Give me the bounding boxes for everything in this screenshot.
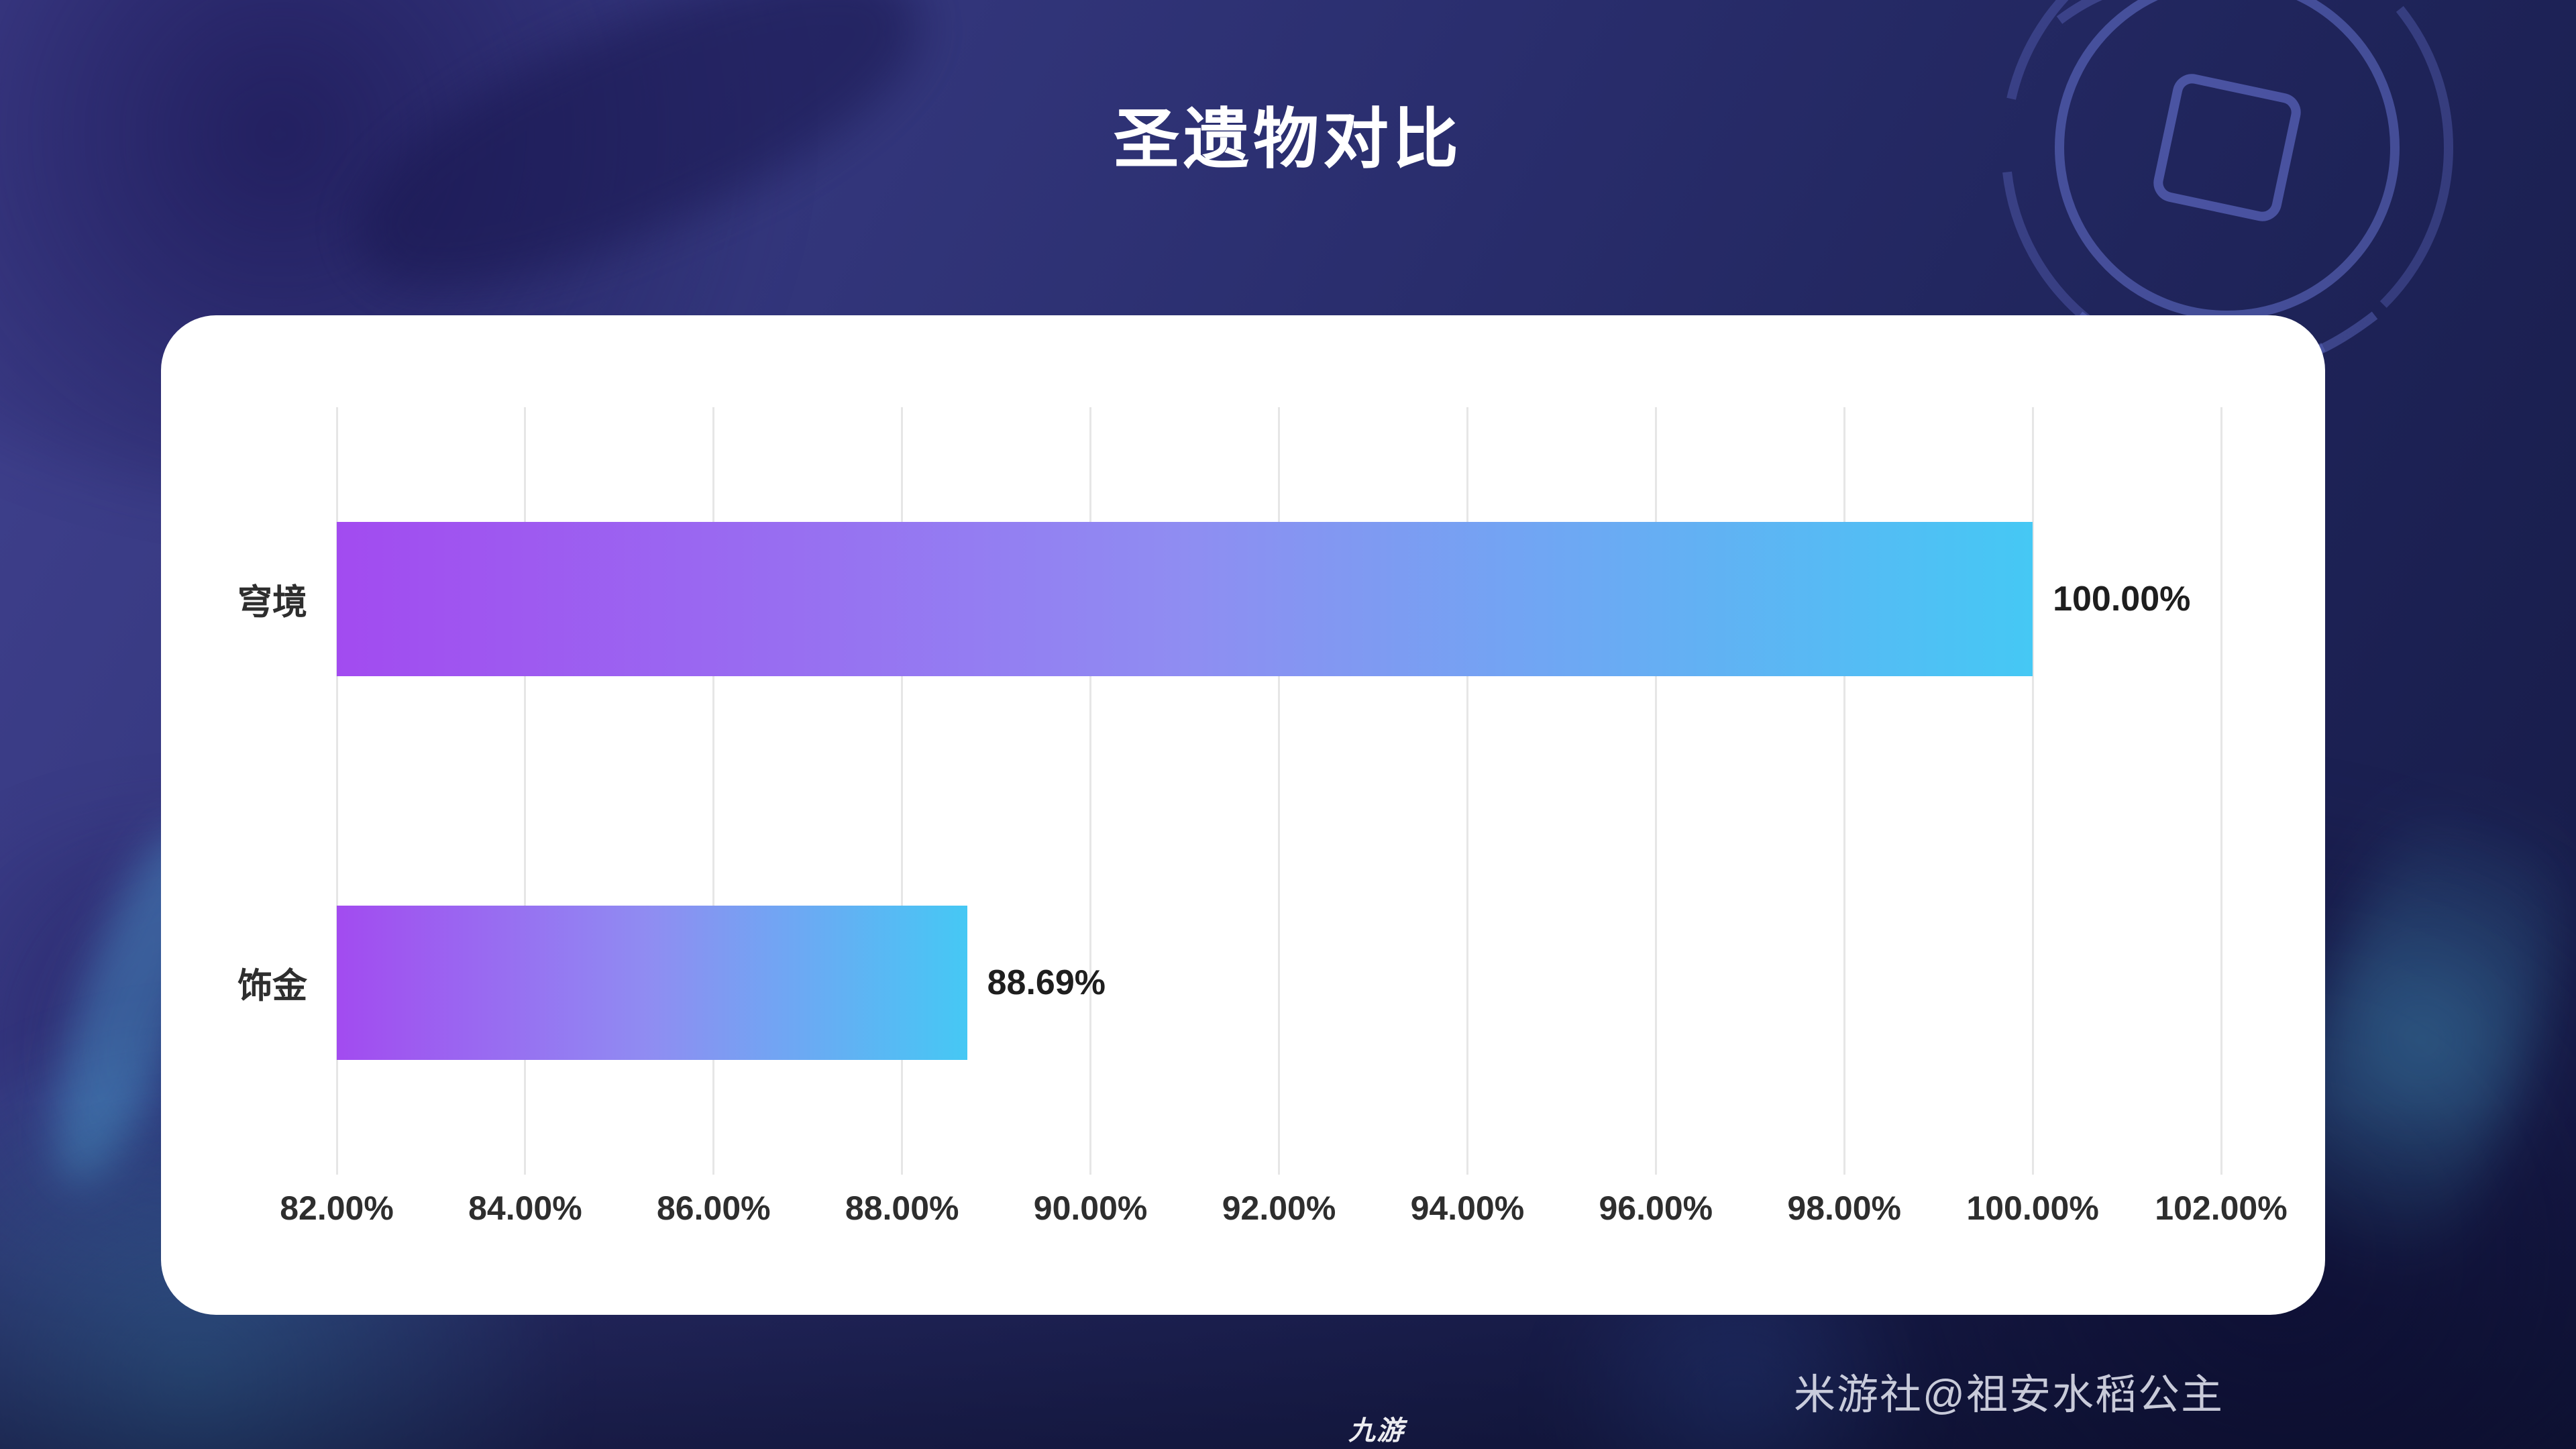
x-axis-tick-label: 90.00%: [1033, 1189, 1148, 1227]
x-axis-tick-label: 98.00%: [1787, 1189, 1901, 1227]
bar-row: 穹境 100.00%: [237, 407, 2221, 791]
bar-value-label: 88.69%: [987, 963, 1106, 1002]
category-label: 饰金: [237, 967, 307, 1006]
x-axis-tick-label: 84.00%: [468, 1189, 582, 1227]
chart-title: 圣遗物对比: [1113, 102, 1462, 176]
x-axis-tick-label: 96.00%: [1599, 1189, 1713, 1227]
x-axis-tick-label: 94.00%: [1410, 1189, 1525, 1227]
bar-row: 饰金 88.69%: [237, 791, 2221, 1175]
x-axis-tick-label: 92.00%: [1222, 1189, 1336, 1227]
gridline: [2220, 407, 2222, 1175]
x-axis-tick-label: 88.00%: [845, 1189, 959, 1227]
gridline: [1654, 407, 1657, 1175]
gridline: [1089, 407, 1092, 1175]
chart-card: 穹境 100.00% 饰金 88.69% 82.00% 84.00% 86.00% 88.0…: [161, 315, 2325, 1315]
jiuyou-logo: 九游: [1348, 1416, 1405, 1446]
category-label: 穹境: [237, 583, 307, 623]
watermark: 米游社@祖安水稻公主: [1794, 1372, 2224, 1418]
bar-value-label: 100.00%: [2053, 580, 2191, 619]
gridline: [712, 407, 715, 1175]
bar[interactable]: [337, 522, 2033, 676]
gridline: [1843, 407, 1845, 1175]
gridline: [2031, 407, 2034, 1175]
gridline: [1466, 407, 1468, 1175]
gridline: [1278, 407, 1280, 1175]
x-axis-tick-label: 82.00%: [280, 1189, 394, 1227]
gridline: [335, 407, 338, 1175]
gridline: [524, 407, 527, 1175]
gridline: [901, 407, 904, 1175]
x-axis: 82.00% 84.00% 86.00% 88.00% 90.00% 92.00% 94.0…: [280, 1189, 2287, 1249]
bar[interactable]: [337, 906, 967, 1060]
plot-area: 穹境 100.00% 饰金 88.69%: [237, 407, 2222, 1175]
x-axis-tick-label: 86.00%: [657, 1189, 771, 1227]
x-axis-tick-label: 102.00%: [2155, 1189, 2288, 1227]
x-axis-tick-label: 100.00%: [1966, 1189, 2099, 1227]
